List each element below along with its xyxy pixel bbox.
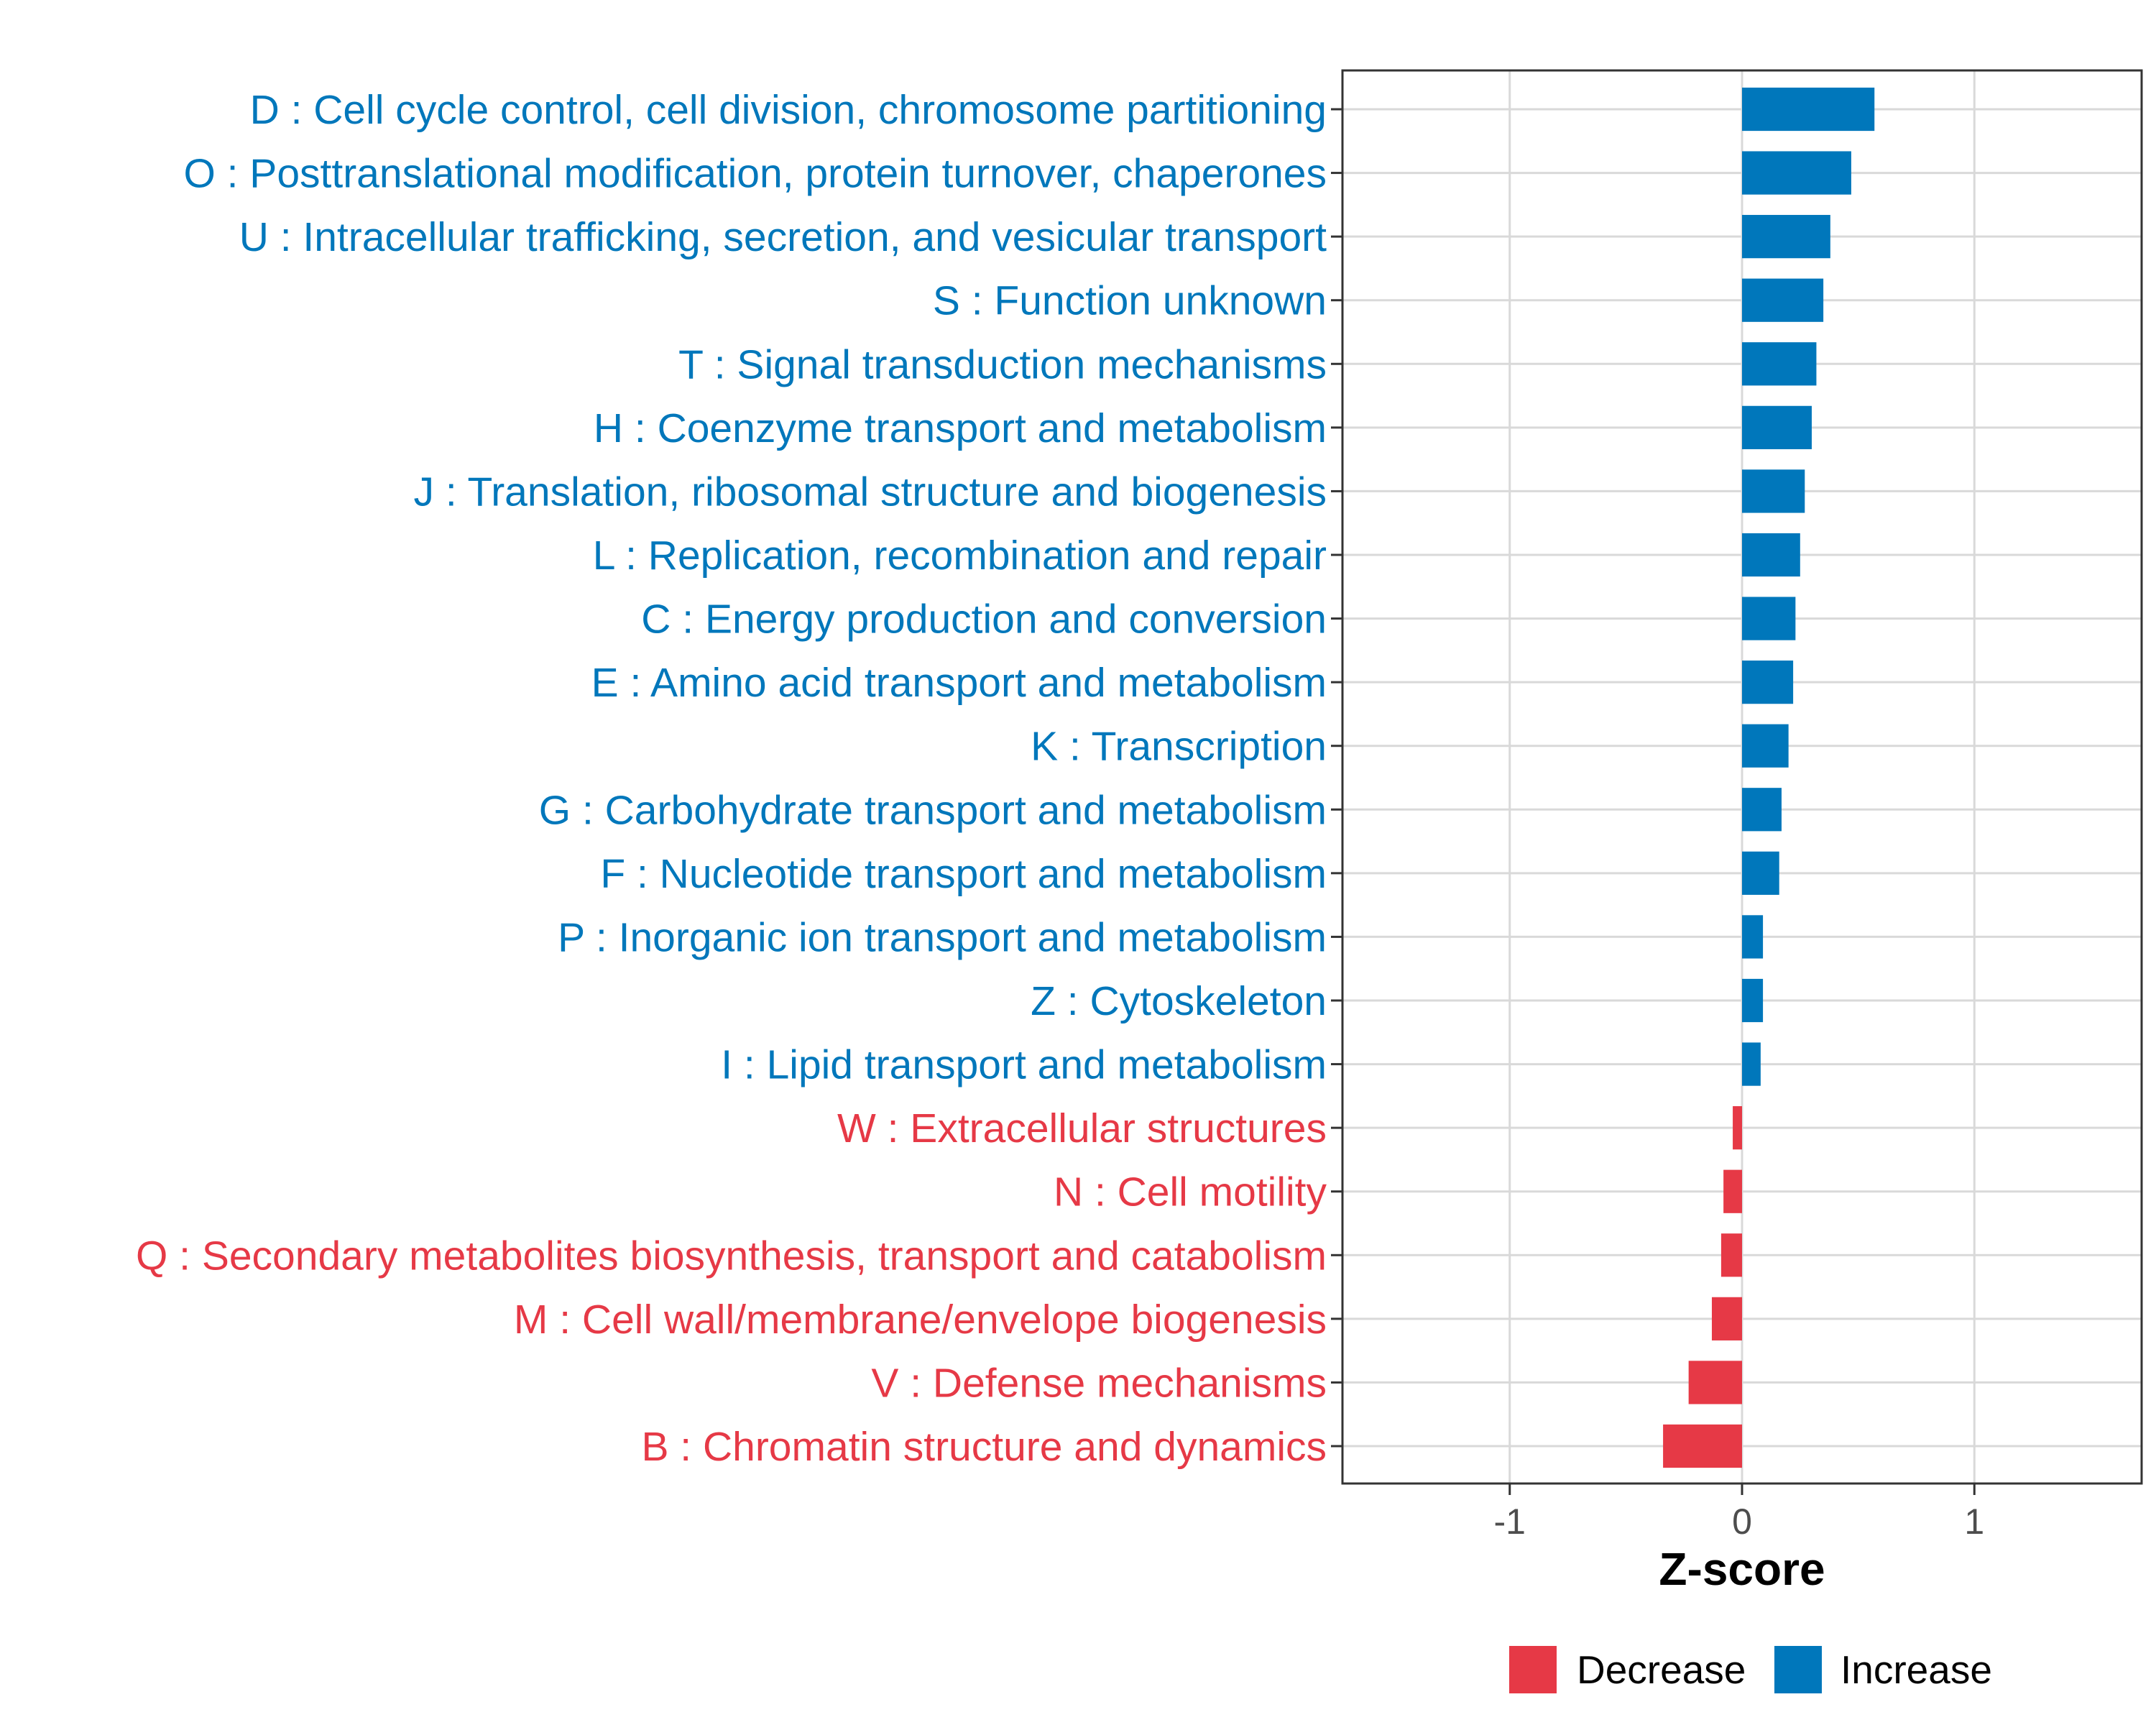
bar-l [1742,533,1800,577]
bar-t [1742,342,1817,386]
category-label: D : Cell cycle control, cell division, c… [250,87,1327,133]
category-labels: D : Cell cycle control, cell division, c… [136,87,1327,1470]
bar-e [1742,661,1794,704]
bar-h [1742,405,1812,449]
category-label: L : Replication, recombination and repai… [593,533,1327,579]
bar-w [1733,1106,1742,1150]
x-tick-label: 1 [1964,1501,1984,1542]
bar-q [1720,1233,1742,1277]
bar-m [1711,1297,1742,1340]
legend-swatch-increase [1774,1646,1822,1693]
category-label: I : Lipid transport and metabolism [721,1042,1327,1088]
category-label: E : Amino acid transport and metabolism [591,660,1327,706]
bar-u [1742,215,1830,259]
category-label: Q : Secondary metabolites biosynthesis, … [136,1233,1327,1279]
bar-g [1742,788,1782,832]
category-label: M : Cell wall/membrane/envelope biogenes… [514,1297,1327,1343]
legend-label-decrease: Decrease [1577,1647,1746,1692]
bar-b [1663,1424,1742,1468]
bar-f [1742,851,1779,895]
category-label: P : Inorganic ion transport and metaboli… [558,914,1327,960]
bar-n [1723,1169,1742,1213]
category-label: G : Carbohydrate transport and metabolis… [539,787,1327,833]
category-label: B : Chromatin structure and dynamics [641,1424,1327,1470]
category-label: Z : Cytoskeleton [1031,978,1327,1024]
bar-s [1742,278,1824,322]
y-axis-ticks [1331,108,1342,1448]
bar-z [1742,978,1764,1023]
bar-c [1742,597,1796,640]
bar-o [1742,151,1851,195]
category-label: U : Intracellular trafficking, secretion… [239,214,1327,260]
category-label: J : Translation, ribosomal structure and… [414,469,1327,515]
category-label: S : Function unknown [933,278,1327,324]
x-axis-ticks: -1 0 1 [1494,1484,1984,1542]
category-label: F : Nucleotide transport and metabolism [600,851,1327,897]
bars [1663,87,1875,1468]
category-label: V : Defense mechanisms [871,1360,1327,1406]
bar-p [1742,915,1764,959]
category-label: C : Energy production and conversion [641,597,1327,643]
bar-i [1742,1042,1761,1086]
category-label: O : Posttranslational modification, prot… [183,151,1327,197]
category-label: W : Extracellular structures [837,1105,1327,1151]
bar-j [1742,469,1805,513]
x-tick-label: 0 [1732,1501,1752,1542]
category-label: K : Transcription [1031,724,1327,770]
bar-k [1742,724,1789,768]
category-label: H : Coenzyme transport and metabolism [594,405,1327,451]
legend-label-increase: Increase [1841,1647,1992,1692]
x-axis-title: Z-score [1659,1543,1825,1595]
legend: Decrease Increase [1509,1646,1992,1693]
category-label: T : Signal transduction mechanisms [678,341,1327,387]
legend-swatch-decrease [1509,1646,1557,1693]
x-tick-label: -1 [1494,1501,1526,1542]
bar-d [1742,87,1875,132]
category-label: N : Cell motility [1054,1169,1327,1215]
bar-v [1688,1361,1742,1404]
